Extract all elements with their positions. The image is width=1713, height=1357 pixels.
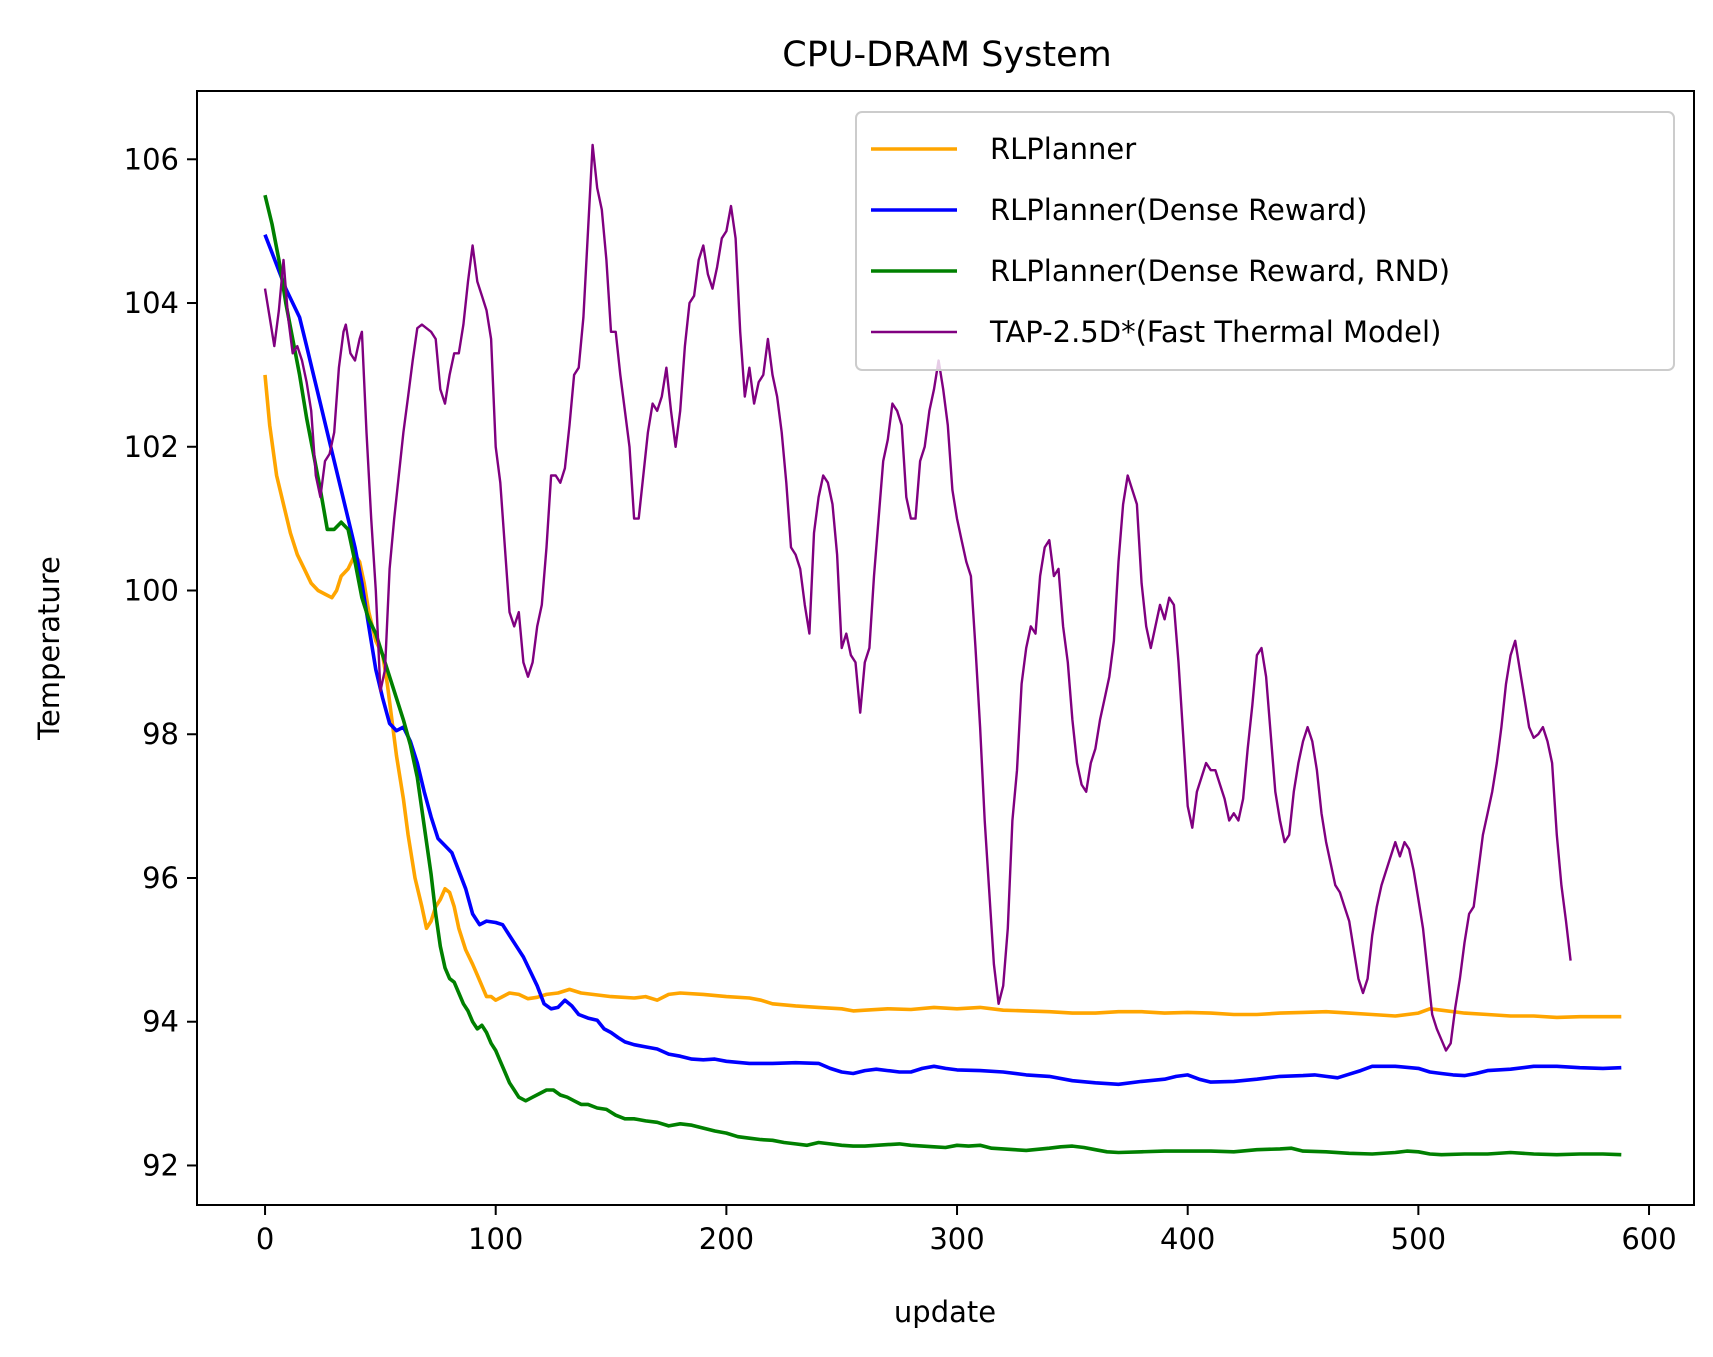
x-tick-label: 600 (1621, 1222, 1676, 1256)
x-tick-label: 400 (1160, 1222, 1215, 1256)
y-tick-label: 94 (142, 1005, 179, 1039)
legend-label: TAP-2.5D*(Fast Thermal Model) (989, 315, 1441, 349)
series-line-rlplanner (263, 374, 1622, 1020)
legend-label: RLPlanner(Dense Reward, RND) (990, 254, 1450, 288)
x-tick-label: 200 (699, 1222, 754, 1256)
legend-items: RLPlanner RLPlanner(Dense Reward) RLPlanne… (871, 132, 1450, 349)
series-line-tap-2-5d-fast-thermal-model (263, 143, 1572, 1052)
series-line-rlplanner-dense-reward-rnd (263, 194, 1622, 1157)
legend-label: RLPlanner(Dense Reward) (990, 193, 1368, 227)
chart-title: CPU-DRAM System (782, 35, 1111, 75)
x-axis-ticks: 0 100 200 300 400 500 600 (256, 1205, 1677, 1256)
plot-lines (263, 143, 1622, 1157)
y-tick-label: 102 (124, 430, 179, 464)
y-tick-label: 106 (124, 142, 179, 176)
legend: RLPlanner RLPlanner(Dense Reward) RLPlanne… (855, 111, 1675, 371)
series-line-rlplanner-dense-reward (263, 234, 1622, 1087)
x-tick-label: 300 (929, 1222, 984, 1256)
y-tick-label: 92 (142, 1148, 179, 1182)
y-tick-label: 100 (124, 574, 179, 608)
x-axis-label: update (894, 1295, 996, 1329)
y-axis-label: Temperature (32, 556, 66, 741)
x-tick-label: 0 (256, 1222, 274, 1256)
y-tick-label: 104 (124, 286, 179, 320)
legend-box (855, 111, 1675, 371)
x-tick-label: 100 (468, 1222, 523, 1256)
y-tick-label: 96 (142, 861, 179, 895)
y-tick-label: 98 (142, 717, 179, 751)
legend-label: RLPlanner (990, 132, 1136, 166)
plot-frame (196, 90, 1695, 1206)
x-tick-label: 500 (1391, 1222, 1446, 1256)
y-axis-ticks: 92 94 96 98 100 102 104 106 (124, 142, 197, 1182)
